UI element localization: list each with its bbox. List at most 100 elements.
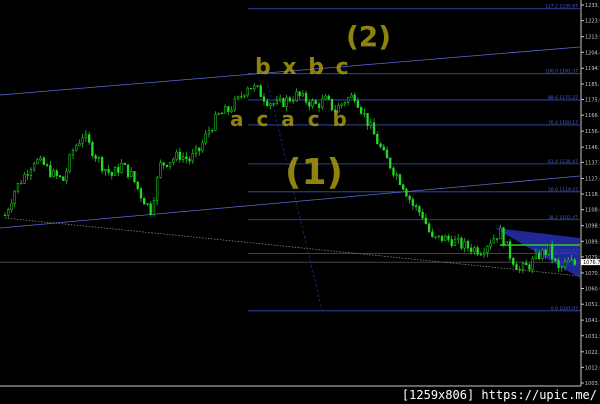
candle-body <box>71 149 75 156</box>
annotation-top: b x b c <box>255 55 351 80</box>
candle-body <box>249 87 253 90</box>
candle-body <box>340 103 343 106</box>
candle-body <box>3 214 7 217</box>
candle-body <box>201 142 204 152</box>
price-tick-label: 1175.65 <box>585 98 600 104</box>
candle-body <box>470 247 473 253</box>
candle-body <box>414 205 418 207</box>
price-tick-label: 1127.65 <box>585 176 600 182</box>
candle-body <box>68 154 71 172</box>
candle-body <box>366 112 369 126</box>
candle-body <box>560 266 563 268</box>
candle-body <box>563 261 567 267</box>
candle-body <box>62 176 65 181</box>
candle-body <box>550 244 554 260</box>
candle-body <box>460 237 463 249</box>
fib-level-label: 127.2 1230.87 <box>545 4 578 10</box>
candle-body <box>84 134 88 138</box>
candle-body <box>405 188 408 197</box>
candle-body <box>311 100 314 107</box>
candle-body <box>538 252 541 260</box>
candle-body <box>279 98 282 101</box>
candle-body <box>13 190 16 204</box>
candle-body <box>570 259 573 261</box>
candle-body <box>136 181 139 189</box>
candle-body <box>398 174 402 186</box>
candle-body <box>363 112 366 115</box>
candle-body <box>181 156 185 160</box>
candle-body <box>42 157 45 165</box>
candle-body <box>204 133 207 144</box>
price-tick-label: 1089.40 <box>585 239 600 245</box>
fib-level-label: 61.8 1136.47 <box>548 159 578 165</box>
candle-body <box>567 259 570 263</box>
price-tick-label: 1233.15 <box>585 3 600 9</box>
candle-body <box>120 163 123 173</box>
candle-body <box>347 97 350 103</box>
candle-body <box>32 163 36 170</box>
candle-body <box>223 106 227 114</box>
candle-body <box>26 174 29 176</box>
candle-body <box>217 112 220 115</box>
candle-body <box>81 137 84 144</box>
candle-body <box>198 147 201 152</box>
candle-body <box>334 109 337 113</box>
candle-body <box>165 164 169 167</box>
price-tick-label: 1156.40 <box>585 129 600 135</box>
annotation-wave-1: (1) <box>285 152 343 193</box>
candle-body <box>156 177 159 201</box>
candle-body <box>554 258 557 261</box>
price-tick-label: 1118.10 <box>585 192 600 198</box>
candle-body <box>55 170 58 176</box>
candle-body <box>418 206 421 213</box>
fib-level-label: 76.4 1160.17 <box>548 120 578 126</box>
candle-body <box>107 168 110 173</box>
candle-body <box>437 235 440 238</box>
price-tick-label: 1166.10 <box>585 113 600 119</box>
triangle-pattern <box>495 228 580 278</box>
candle-body <box>359 107 363 114</box>
candle-body <box>350 94 353 98</box>
price-tick-label: 1012.65 <box>585 365 600 371</box>
candle-body <box>149 203 152 215</box>
candle-body <box>463 241 466 249</box>
candle-body <box>301 92 304 97</box>
candle-body <box>110 172 113 176</box>
price-tick-label: 1223.65 <box>585 19 600 25</box>
candle-body <box>172 158 175 163</box>
candle-body <box>36 159 39 164</box>
candle-body <box>479 253 483 256</box>
candle-body <box>379 143 382 148</box>
candle-body <box>424 217 427 225</box>
candle-body <box>476 247 479 255</box>
candle-body <box>104 168 107 172</box>
image-host-footer: [1259x806] https://upic.me/ <box>401 388 597 402</box>
candle-body <box>495 238 499 240</box>
candle-body <box>317 103 321 108</box>
candle-body <box>353 94 356 102</box>
candle-body <box>288 97 292 102</box>
fib-level-label: 0.0 1047.07 <box>551 306 578 312</box>
candle-body <box>133 171 136 183</box>
candle-body <box>146 203 149 205</box>
price-tick-label: 1185.10 <box>585 82 600 88</box>
price-tick-label: 1022.15 <box>585 350 600 356</box>
price-tick-label: 1137.40 <box>585 160 600 166</box>
price-tick-label: 1060.65 <box>585 287 600 293</box>
candle-body <box>440 235 444 241</box>
candle-body <box>408 195 411 200</box>
price-tick-label: 1070.10 <box>585 271 600 277</box>
annotation-wave-2: (2) <box>346 20 392 53</box>
candle-body <box>207 130 211 135</box>
candle-body <box>178 151 181 160</box>
candle-body <box>521 262 525 270</box>
price-tick-label: 1204.40 <box>585 50 600 56</box>
candle-body <box>10 203 13 210</box>
price-tick-label: 1146.70 <box>585 145 600 151</box>
candle-body <box>143 197 146 205</box>
candle-body <box>337 105 340 113</box>
candle-body <box>372 122 376 135</box>
candle-body <box>308 101 311 107</box>
candle-body <box>541 249 544 260</box>
